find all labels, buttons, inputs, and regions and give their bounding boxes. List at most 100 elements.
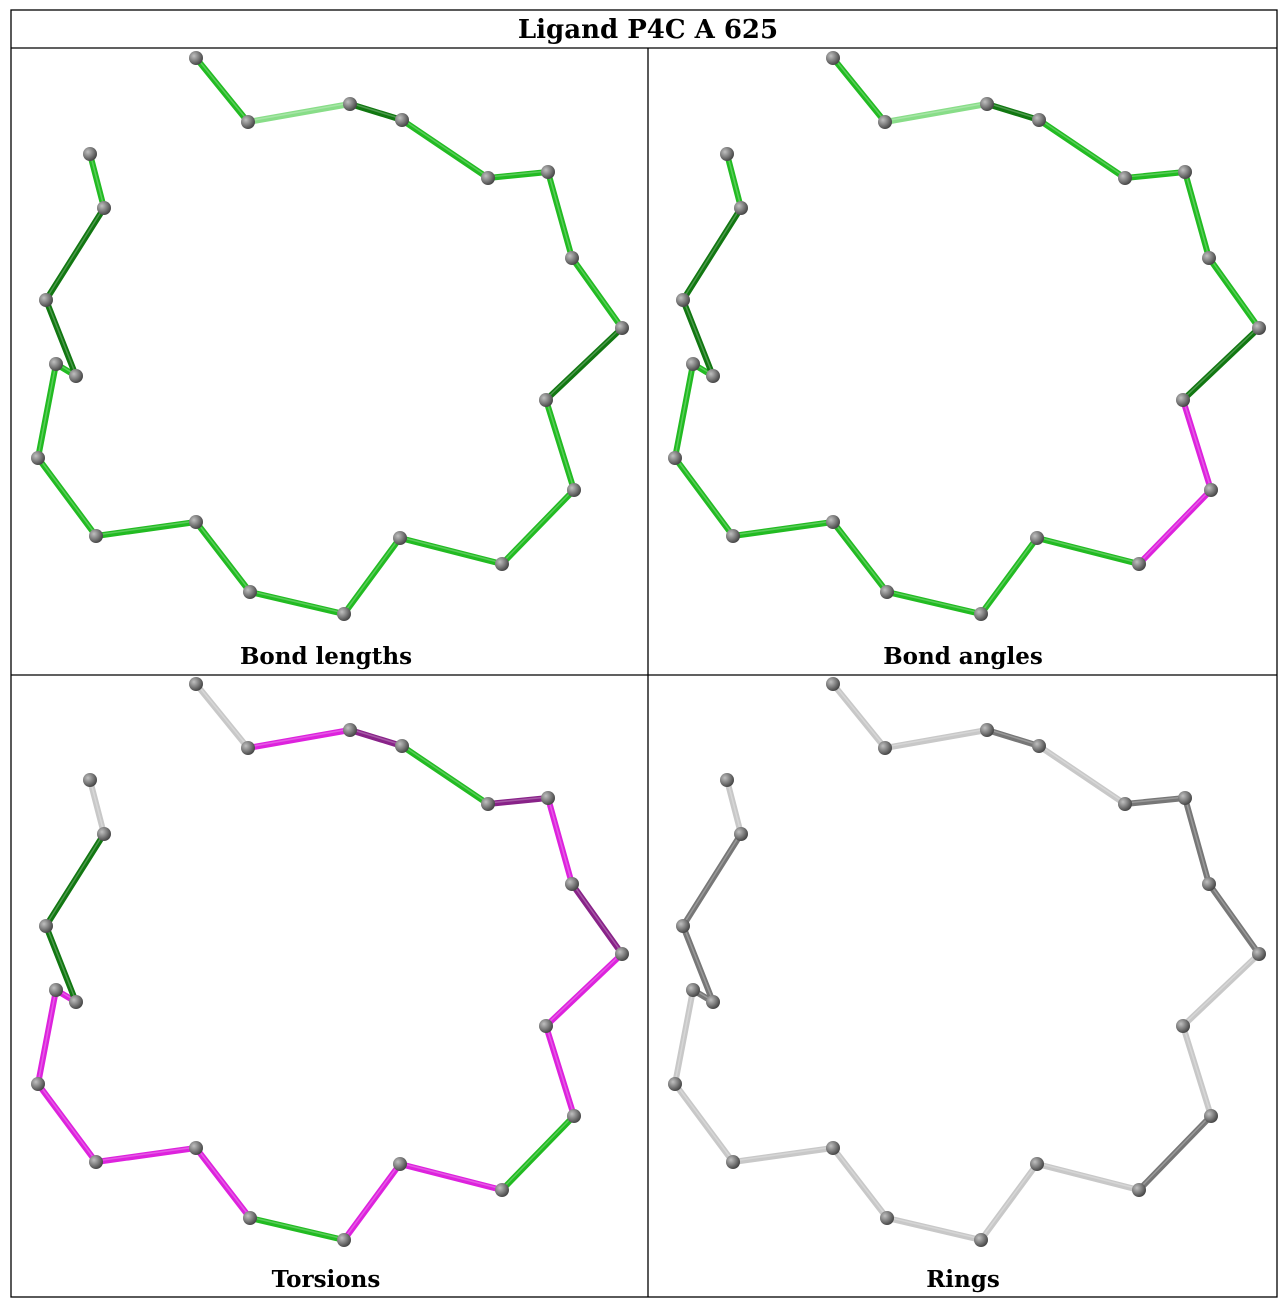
bond <box>1180 1023 1214 1119</box>
bond <box>569 881 625 957</box>
bond <box>485 169 551 181</box>
bond <box>87 151 107 211</box>
bond <box>193 519 253 595</box>
atom <box>541 791 555 805</box>
bond <box>499 1113 577 1193</box>
bond-highlight <box>501 1114 575 1190</box>
bond-highlight <box>674 362 694 458</box>
atom <box>1178 165 1192 179</box>
bond <box>35 1081 99 1165</box>
atom <box>706 369 720 383</box>
atom <box>343 723 357 737</box>
bond <box>1034 1161 1142 1193</box>
bond-highlight <box>401 118 489 178</box>
bond <box>830 1145 890 1221</box>
bond-highlight <box>674 988 694 1084</box>
bond <box>193 681 251 751</box>
atom <box>1204 483 1218 497</box>
bond-highlight <box>45 832 105 926</box>
atom <box>880 585 894 599</box>
bond <box>730 1145 836 1165</box>
bond-highlight <box>1182 952 1260 1026</box>
bond <box>43 297 79 379</box>
atom <box>615 947 629 961</box>
bond <box>730 519 836 539</box>
bond-highlight <box>545 326 623 400</box>
bond-highlight <box>884 728 988 748</box>
bond <box>545 169 575 261</box>
atom <box>726 1155 740 1169</box>
bond <box>978 1161 1040 1243</box>
bond-highlight <box>501 488 575 564</box>
atom <box>676 293 690 307</box>
bond-highlight <box>1124 170 1186 178</box>
bond-highlight <box>1036 536 1140 564</box>
bond-highlight <box>249 1216 345 1240</box>
atom <box>1178 791 1192 805</box>
bond <box>724 151 744 211</box>
bond <box>680 205 744 303</box>
bond-highlight <box>886 590 982 614</box>
bond-highlight <box>247 728 351 748</box>
atom <box>395 113 409 127</box>
atom <box>243 585 257 599</box>
bond-highlight <box>545 1024 575 1116</box>
atom <box>189 1141 203 1155</box>
bond-highlight <box>1184 170 1210 258</box>
bond <box>830 681 888 751</box>
atom <box>668 1077 682 1091</box>
bond-highlight <box>1182 1024 1212 1116</box>
bond-highlight <box>980 536 1038 614</box>
bond <box>724 777 744 837</box>
bond <box>245 101 353 125</box>
bond-highlight <box>571 256 623 328</box>
bond-highlight <box>247 102 351 122</box>
bond-highlight <box>986 728 1040 746</box>
atom <box>726 529 740 543</box>
bond <box>1182 795 1212 887</box>
bond-highlight <box>682 832 742 926</box>
bond-highlight <box>1038 118 1126 178</box>
bond-highlight <box>726 778 742 834</box>
bond-highlight <box>37 988 57 1084</box>
bond-highlight <box>195 56 249 122</box>
atom <box>39 919 53 933</box>
bond <box>978 535 1040 617</box>
atom <box>481 171 495 185</box>
bond-highlight <box>886 1216 982 1240</box>
atom <box>826 677 840 691</box>
atom <box>720 773 734 787</box>
bond-highlight <box>487 796 549 804</box>
panel-rings <box>668 677 1266 1247</box>
atom <box>1132 557 1146 571</box>
bond-highlight <box>1208 882 1260 954</box>
bond-highlight <box>884 102 988 122</box>
bond-highlight <box>674 456 734 536</box>
bond-highlight <box>726 152 742 208</box>
bond <box>1122 795 1188 807</box>
bond <box>884 589 984 617</box>
bond <box>545 795 575 887</box>
atom <box>393 531 407 545</box>
atom <box>1252 947 1266 961</box>
bond-highlight <box>1036 1162 1140 1190</box>
atom <box>1032 739 1046 753</box>
atom <box>89 529 103 543</box>
bond-highlight <box>37 456 97 536</box>
atom <box>539 1019 553 1033</box>
bond <box>499 487 577 567</box>
atom <box>565 251 579 265</box>
atom <box>243 1211 257 1225</box>
bond <box>193 1145 253 1221</box>
atom <box>734 201 748 215</box>
bond <box>1206 255 1262 331</box>
bond-highlight <box>195 1146 251 1218</box>
bond <box>341 1161 403 1243</box>
bond <box>984 101 1042 123</box>
bond <box>1136 487 1214 567</box>
atom <box>706 995 720 1009</box>
atom <box>189 51 203 65</box>
atom <box>686 983 700 997</box>
atom <box>39 293 53 307</box>
bond <box>680 831 744 929</box>
